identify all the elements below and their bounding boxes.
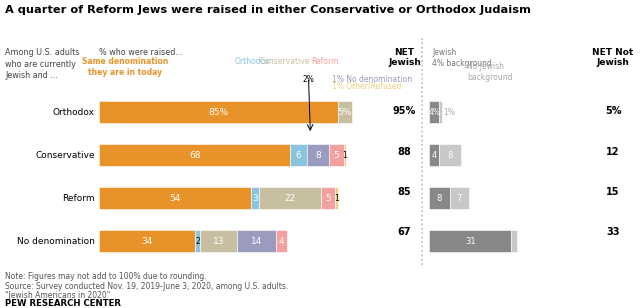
Text: 88: 88 bbox=[397, 147, 412, 156]
Bar bbox=[290, 144, 307, 166]
Text: 1% No denomination: 1% No denomination bbox=[332, 75, 412, 83]
Text: 8: 8 bbox=[316, 151, 321, 160]
Text: "Jewish Americans in 2020": "Jewish Americans in 2020" bbox=[5, 291, 110, 300]
Text: 22: 22 bbox=[285, 194, 296, 203]
Bar bbox=[237, 230, 276, 253]
Bar bbox=[251, 187, 259, 209]
Text: 5%: 5% bbox=[605, 106, 621, 116]
Text: Reform: Reform bbox=[312, 57, 339, 66]
Text: 4: 4 bbox=[279, 237, 285, 246]
Text: 15: 15 bbox=[606, 187, 620, 197]
Text: 4: 4 bbox=[431, 151, 436, 160]
Text: 67: 67 bbox=[397, 227, 412, 237]
Bar bbox=[99, 230, 195, 253]
Bar bbox=[200, 230, 237, 253]
Text: PEW RESEARCH CENTER: PEW RESEARCH CENTER bbox=[5, 299, 121, 308]
Text: 34: 34 bbox=[141, 237, 152, 246]
Text: 12: 12 bbox=[606, 147, 620, 156]
Bar bbox=[330, 144, 344, 166]
Text: 85: 85 bbox=[397, 187, 412, 197]
Bar bbox=[307, 144, 330, 166]
Bar bbox=[429, 101, 440, 124]
Text: Same denomination
they are in today: Same denomination they are in today bbox=[82, 57, 168, 77]
Bar bbox=[511, 230, 517, 253]
Text: 7: 7 bbox=[457, 194, 462, 203]
Text: Conservative: Conservative bbox=[260, 57, 310, 66]
Text: 2%: 2% bbox=[303, 75, 314, 83]
Text: 13: 13 bbox=[212, 237, 224, 246]
Text: % who were raised...: % who were raised... bbox=[99, 48, 183, 57]
Text: 5: 5 bbox=[325, 194, 331, 203]
Text: 5: 5 bbox=[333, 151, 339, 160]
Text: Reform: Reform bbox=[62, 194, 95, 203]
Text: 1: 1 bbox=[342, 151, 348, 160]
Bar bbox=[195, 230, 200, 253]
Text: No Jewish
background: No Jewish background bbox=[467, 62, 513, 82]
Text: 1% Other/Refused: 1% Other/Refused bbox=[332, 82, 401, 91]
Text: 85%: 85% bbox=[209, 108, 228, 117]
Bar bbox=[99, 144, 290, 166]
Bar bbox=[321, 187, 335, 209]
Text: Orthodox: Orthodox bbox=[53, 108, 95, 117]
Bar bbox=[440, 144, 461, 166]
Text: 1%: 1% bbox=[444, 108, 455, 117]
Text: 8: 8 bbox=[436, 194, 442, 203]
Text: 3: 3 bbox=[252, 194, 258, 203]
Bar bbox=[429, 230, 511, 253]
Text: 4%: 4% bbox=[428, 108, 440, 117]
Bar bbox=[429, 187, 450, 209]
Text: 2: 2 bbox=[195, 237, 200, 246]
Text: No denomination: No denomination bbox=[17, 237, 95, 246]
Text: 5%: 5% bbox=[338, 108, 352, 117]
Bar bbox=[344, 144, 346, 166]
Text: 8: 8 bbox=[447, 151, 453, 160]
Text: A quarter of Reform Jews were raised in either Conservative or Orthodox Judaism: A quarter of Reform Jews were raised in … bbox=[5, 5, 531, 14]
Bar bbox=[338, 101, 352, 124]
Bar bbox=[99, 101, 338, 124]
Text: 33: 33 bbox=[606, 227, 620, 237]
Text: Orthodox: Orthodox bbox=[235, 57, 271, 66]
Text: 54: 54 bbox=[170, 194, 180, 203]
Text: Among U.S. adults
who are currently
Jewish and ...: Among U.S. adults who are currently Jewi… bbox=[5, 48, 79, 80]
Text: 95%: 95% bbox=[393, 106, 416, 116]
Bar bbox=[429, 144, 440, 166]
Text: Jewish
4% background: Jewish 4% background bbox=[432, 48, 492, 68]
Text: Conservative: Conservative bbox=[35, 151, 95, 160]
Bar bbox=[335, 187, 338, 209]
Text: 31: 31 bbox=[465, 237, 476, 246]
Text: NET
Jewish: NET Jewish bbox=[388, 48, 421, 67]
Bar bbox=[99, 187, 251, 209]
Bar bbox=[259, 187, 321, 209]
Text: Note: Figures may not add to 100% due to rounding.: Note: Figures may not add to 100% due to… bbox=[5, 272, 207, 281]
Text: Source: Survey conducted Nov. 19, 2019-June 3, 2020, among U.S. adults.: Source: Survey conducted Nov. 19, 2019-J… bbox=[5, 282, 289, 291]
Text: 68: 68 bbox=[189, 151, 200, 160]
Bar bbox=[276, 230, 287, 253]
Bar bbox=[450, 187, 468, 209]
Text: 1: 1 bbox=[334, 194, 339, 203]
Text: 14: 14 bbox=[251, 237, 262, 246]
Text: 6: 6 bbox=[296, 151, 301, 160]
Text: NET Not
Jewish: NET Not Jewish bbox=[593, 48, 634, 67]
Bar bbox=[440, 101, 442, 124]
